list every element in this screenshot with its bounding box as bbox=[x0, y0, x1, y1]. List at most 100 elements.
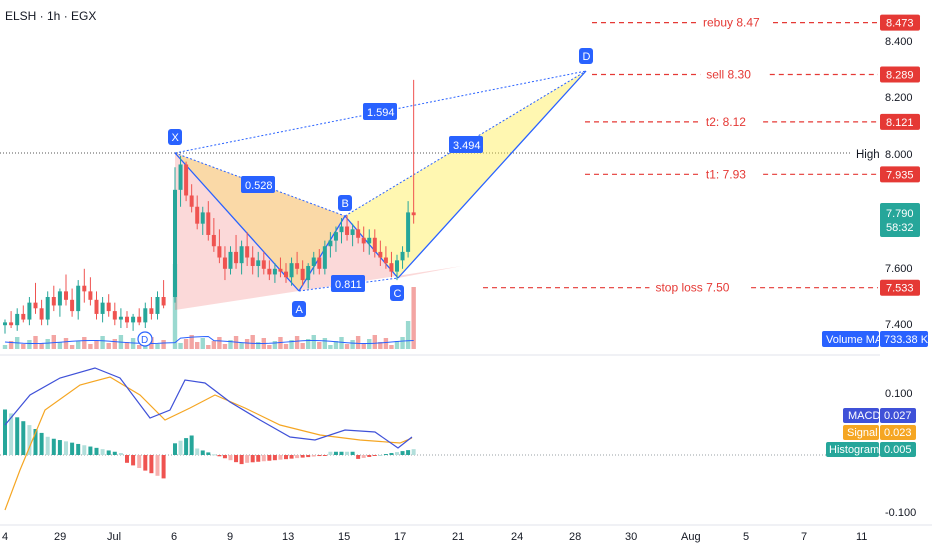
candle-body bbox=[27, 302, 32, 320]
candle-body bbox=[350, 229, 355, 235]
macd-histogram-bar bbox=[131, 455, 136, 466]
volume-bar bbox=[378, 342, 383, 349]
macd-pane[interactable] bbox=[0, 367, 880, 511]
volume-bar bbox=[155, 344, 160, 349]
candle-body bbox=[406, 212, 411, 252]
macd-histogram-bar bbox=[189, 435, 194, 455]
candle-body bbox=[33, 302, 38, 309]
pattern-leg bbox=[397, 70, 587, 279]
ratio-label: 1.594 bbox=[367, 107, 395, 119]
ratio-badge bbox=[331, 275, 365, 292]
macd-histogram-bar bbox=[149, 455, 154, 474]
candle-body bbox=[272, 268, 277, 275]
macd-histogram-bar bbox=[27, 425, 32, 455]
candle-body bbox=[112, 311, 117, 320]
candle-body bbox=[131, 316, 136, 323]
macd-histogram-bar bbox=[317, 455, 322, 457]
volume-bar bbox=[317, 342, 322, 349]
time-tick: 30 bbox=[625, 531, 637, 543]
signal-label: Signal bbox=[847, 427, 878, 439]
macd-histogram-bar bbox=[356, 455, 361, 459]
candle-body bbox=[322, 246, 327, 269]
volume-bar bbox=[217, 337, 222, 349]
volume-bar bbox=[39, 343, 44, 349]
volume-bar bbox=[178, 343, 183, 349]
macd-histogram-bar bbox=[300, 455, 305, 458]
macd-tick: 0.100 bbox=[885, 388, 913, 400]
macd-value-tag bbox=[880, 408, 916, 423]
ratio-badge bbox=[363, 103, 397, 120]
candle-body bbox=[57, 291, 62, 306]
macd-histogram-bar bbox=[33, 429, 38, 455]
level-price-value: 8.289 bbox=[886, 70, 914, 82]
volume-bar bbox=[267, 345, 272, 349]
candle-body bbox=[361, 237, 366, 244]
candle-body bbox=[378, 251, 383, 258]
macd-histogram-bar bbox=[295, 455, 300, 459]
macd-histogram-bar bbox=[125, 455, 129, 463]
macd-histogram-bar bbox=[45, 436, 50, 455]
macd-histogram-bar bbox=[261, 455, 266, 462]
candle-body bbox=[125, 316, 129, 323]
price-axis[interactable]: 8.400 8.200 7.600 7.400 High 8.000 7.790… bbox=[856, 36, 920, 331]
level-price-value: 8.121 bbox=[886, 117, 914, 129]
pattern-point-badge bbox=[390, 285, 404, 301]
pattern-point-label: B bbox=[342, 198, 349, 210]
pattern-point-badge bbox=[292, 301, 306, 317]
candle-body bbox=[367, 237, 372, 244]
macd-histogram-bar bbox=[333, 451, 338, 455]
candle-body bbox=[149, 308, 154, 314]
volume-bar bbox=[333, 341, 339, 349]
volume-bar bbox=[322, 338, 328, 349]
candle-body bbox=[345, 226, 350, 235]
macd-histogram-bar bbox=[361, 455, 366, 458]
candle-body bbox=[155, 297, 160, 314]
time-tick: Aug bbox=[681, 531, 701, 543]
volume-bar bbox=[195, 342, 200, 349]
macd-tag bbox=[843, 408, 879, 423]
macd-histogram-bar bbox=[82, 445, 87, 455]
candle-body bbox=[3, 322, 7, 326]
macd-histogram-bar bbox=[228, 455, 233, 461]
candle-body bbox=[400, 251, 405, 261]
volume-bar bbox=[137, 345, 142, 349]
macd-histogram-bar bbox=[106, 450, 111, 455]
time-axis[interactable]: 4 29 Jul 6 9 13 15 17 21 24 28 30 Aug 5 7 11 D bbox=[2, 331, 867, 543]
volume-bar bbox=[211, 341, 217, 349]
volume-bar bbox=[344, 344, 350, 349]
volume-bar bbox=[88, 344, 93, 349]
macd-histogram-bar bbox=[322, 455, 327, 456]
level-price-tag bbox=[880, 166, 920, 183]
volume-bar bbox=[228, 340, 233, 349]
volume-bar bbox=[283, 344, 289, 349]
macd-histogram-bar bbox=[278, 455, 283, 460]
volume-bar bbox=[2, 345, 8, 349]
macd-histogram-bar bbox=[137, 455, 142, 468]
volume-bar bbox=[82, 337, 87, 349]
time-tick: 11 bbox=[856, 531, 867, 543]
price-tick: 7.600 bbox=[885, 263, 913, 275]
ratio-label: 0.811 bbox=[335, 279, 362, 291]
candle-body bbox=[88, 291, 93, 300]
candle-body bbox=[300, 268, 305, 281]
macd-histogram-bar bbox=[70, 442, 75, 455]
candle-body bbox=[143, 308, 148, 323]
macd-histogram-bar bbox=[389, 453, 394, 455]
macd-histogram-bar bbox=[195, 448, 200, 455]
pattern-point-badge bbox=[338, 195, 352, 211]
volume-bar bbox=[161, 340, 166, 349]
volume-bar bbox=[51, 335, 56, 349]
volume-bar bbox=[350, 340, 355, 349]
volume-bars bbox=[2, 264, 416, 349]
time-tick: 29 bbox=[54, 531, 66, 543]
volume-bar bbox=[272, 341, 278, 349]
pattern-point-label: A bbox=[296, 304, 304, 316]
pattern-point-label: C bbox=[394, 288, 402, 300]
candle-body bbox=[137, 316, 142, 323]
price-tick: 8.400 bbox=[885, 36, 913, 48]
last-price: 7.790 bbox=[886, 208, 914, 220]
macd-histogram-bar bbox=[272, 455, 277, 461]
macd-histogram-bar bbox=[267, 455, 272, 461]
ratio-label: 0.528 bbox=[245, 180, 273, 192]
